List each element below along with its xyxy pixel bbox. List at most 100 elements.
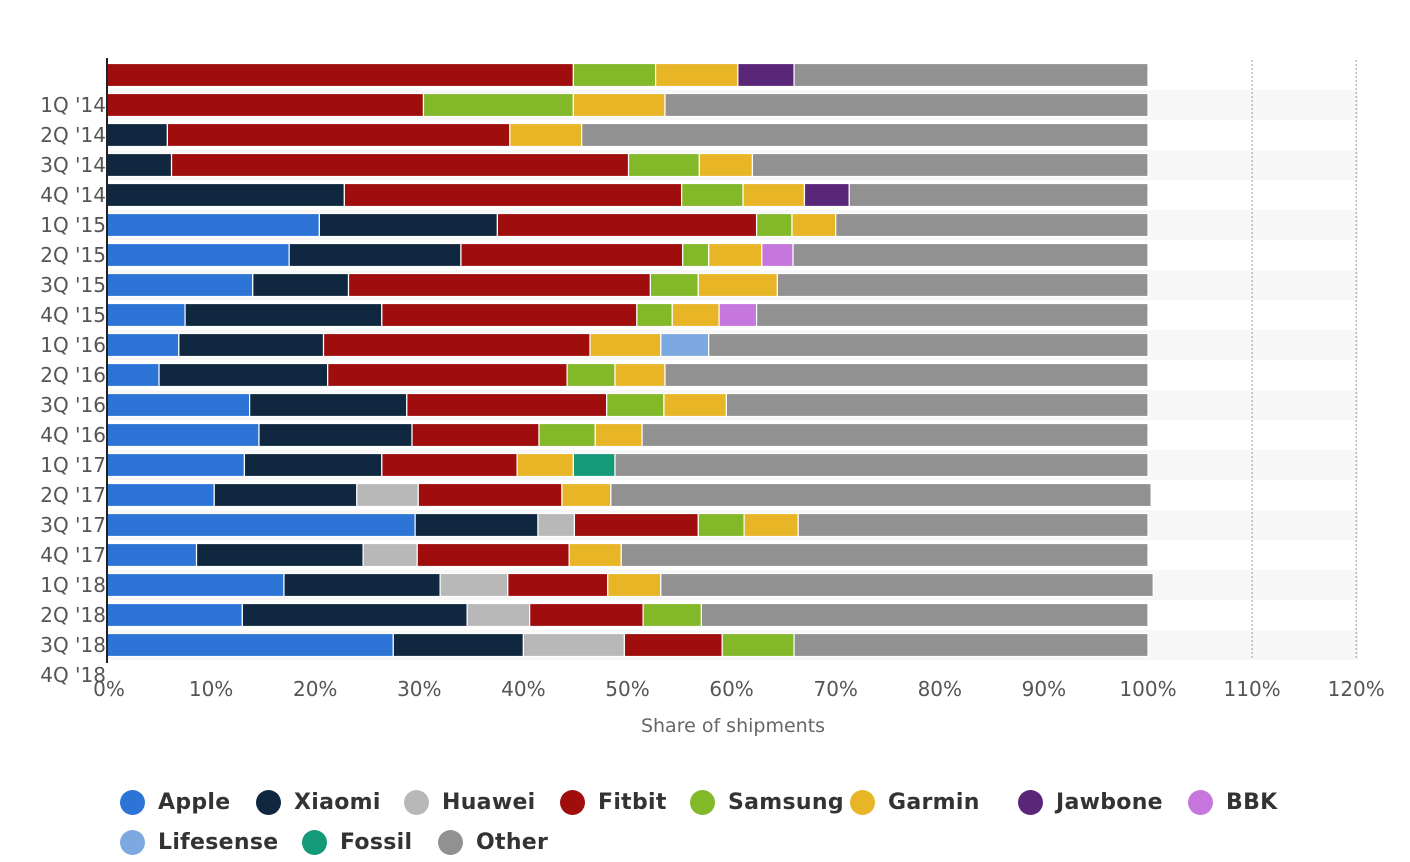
legend-item-bbk[interactable]: BBK — [1188, 784, 1278, 820]
bar-segment-other — [641, 422, 1149, 448]
bar-segment-garmin — [663, 392, 727, 418]
x-tick-label: 80% — [918, 677, 962, 701]
bar-segment-lifesense — [660, 332, 710, 358]
legend-item-apple[interactable]: Apple — [120, 784, 230, 820]
bar-segment-xiaomi — [241, 602, 468, 628]
legend-label: Xiaomi — [294, 789, 381, 815]
bar-segment-fitbit — [623, 632, 723, 658]
legend-item-huawei[interactable]: Huawei — [404, 784, 536, 820]
legend-item-lifesense[interactable]: Lifesense — [120, 824, 278, 860]
bar-segment-xiaomi — [288, 242, 462, 268]
x-tick-label: 60% — [709, 677, 753, 701]
legend-swatch — [850, 789, 875, 815]
legend-label: Huawei — [442, 789, 536, 815]
bar-segment-other — [776, 272, 1149, 298]
legend-label: BBK — [1226, 789, 1278, 815]
x-axis-title: Share of shipments — [641, 715, 825, 737]
bar-segment-other — [614, 452, 1149, 478]
bar-segment-xiaomi — [252, 272, 350, 298]
bar-segment-xiaomi — [318, 212, 498, 238]
bar-segment-samsung — [572, 62, 657, 88]
bar-segment-apple — [106, 632, 394, 658]
bar-segment-other — [664, 92, 1149, 118]
bar-segment-samsung — [682, 242, 710, 268]
legend-label: Fossil — [340, 829, 413, 855]
bar-segment-other — [755, 302, 1149, 328]
bar-segment-other — [793, 62, 1149, 88]
x-tick-label: 30% — [397, 677, 441, 701]
category-label: 2Q '17 — [40, 483, 106, 507]
bar-segment-fossil — [572, 452, 616, 478]
legend-label: Fitbit — [598, 789, 667, 815]
bar-segment-other — [793, 632, 1149, 658]
bar-segment-xiaomi — [195, 542, 364, 568]
category-label: 1Q '16 — [40, 333, 106, 357]
bar-segment-garmin — [742, 182, 806, 208]
x-tick-label: 110% — [1224, 677, 1281, 701]
x-tick-label: 0% — [93, 677, 125, 701]
bar-segment-fitbit — [411, 422, 540, 448]
bar-segment-apple — [106, 572, 285, 598]
legend-label: Lifesense — [158, 829, 279, 855]
x-tick-label: 20% — [293, 677, 337, 701]
bar-segment-xiaomi — [158, 362, 329, 388]
bar-segment-garmin — [698, 152, 754, 178]
bar-segment-garmin — [561, 482, 612, 508]
bar-segment-xiaomi — [283, 572, 441, 598]
legend-item-samsung[interactable]: Samsung — [690, 784, 844, 820]
legend-swatch — [404, 789, 429, 815]
legend-item-xiaomi[interactable]: Xiaomi — [256, 784, 381, 820]
bar-segment-apple — [106, 602, 243, 628]
bar-segment-garmin — [791, 212, 837, 238]
category-label: 4Q '16 — [40, 423, 106, 447]
bar-segment-other — [797, 512, 1149, 538]
bar-segment-huawei — [537, 512, 576, 538]
bar-segment-fitbit — [573, 512, 699, 538]
bar-segment-xiaomi — [243, 452, 383, 478]
bar-segment-samsung — [606, 392, 665, 418]
legend-item-fossil[interactable]: Fossil — [302, 824, 412, 860]
legend-item-jawbone[interactable]: Jawbone — [1018, 784, 1163, 820]
legend-label: Jawbone — [1056, 789, 1163, 815]
legend-item-garmin[interactable]: Garmin — [850, 784, 980, 820]
bar-segment-jawbone — [803, 182, 850, 208]
bar-segment-xiaomi — [106, 152, 173, 178]
category-label: 1Q '18 — [40, 573, 106, 597]
legend-swatch — [690, 789, 715, 815]
bar-segment-fitbit — [507, 572, 609, 598]
legend-swatch — [560, 789, 585, 815]
bar-segment-garmin — [572, 92, 666, 118]
bar-segment-apple — [106, 212, 320, 238]
bar-segment-samsung — [721, 632, 795, 658]
bar-segment-fitbit — [106, 92, 425, 118]
legend-swatch — [120, 789, 145, 815]
bar-segment-samsung — [649, 272, 699, 298]
bar-segment-samsung — [422, 92, 574, 118]
legend-swatch — [438, 829, 463, 855]
legend-swatch — [1018, 789, 1043, 815]
bar-segment-other — [835, 212, 1149, 238]
bar-segment-xiaomi — [392, 632, 524, 658]
bar-segment-samsung — [566, 362, 616, 388]
bar-segment-fitbit — [496, 212, 758, 238]
bar-segment-other — [660, 572, 1154, 598]
bar-segment-fitbit — [343, 182, 683, 208]
stacked-bar-chart: 1Q '14 2Q '14 3Q '14 4Q '14 1Q '15 2Q '15 3Q '… — [40, 58, 1385, 737]
bar-segment-other — [620, 542, 1149, 568]
bar-segment-garmin — [743, 512, 799, 538]
bar-segment-fitbit — [322, 332, 591, 358]
bar-segment-fitbit — [406, 392, 608, 418]
legend-item-other[interactable]: Other — [438, 824, 548, 860]
category-label: 4Q '17 — [40, 543, 106, 567]
bar-segment-xiaomi — [106, 182, 345, 208]
category-label: 4Q '14 — [40, 183, 106, 207]
x-tick-label: 120% — [1328, 677, 1385, 701]
bar-segment-xiaomi — [184, 302, 383, 328]
x-tick-label: 50% — [605, 677, 649, 701]
legend-item-fitbit[interactable]: Fitbit — [560, 784, 667, 820]
bar-segment-other — [751, 152, 1149, 178]
bar-segment-fitbit — [166, 122, 511, 148]
bar-segment-apple — [106, 392, 251, 418]
category-label: 3Q '14 — [40, 153, 106, 177]
bar-segment-xiaomi — [249, 392, 408, 418]
